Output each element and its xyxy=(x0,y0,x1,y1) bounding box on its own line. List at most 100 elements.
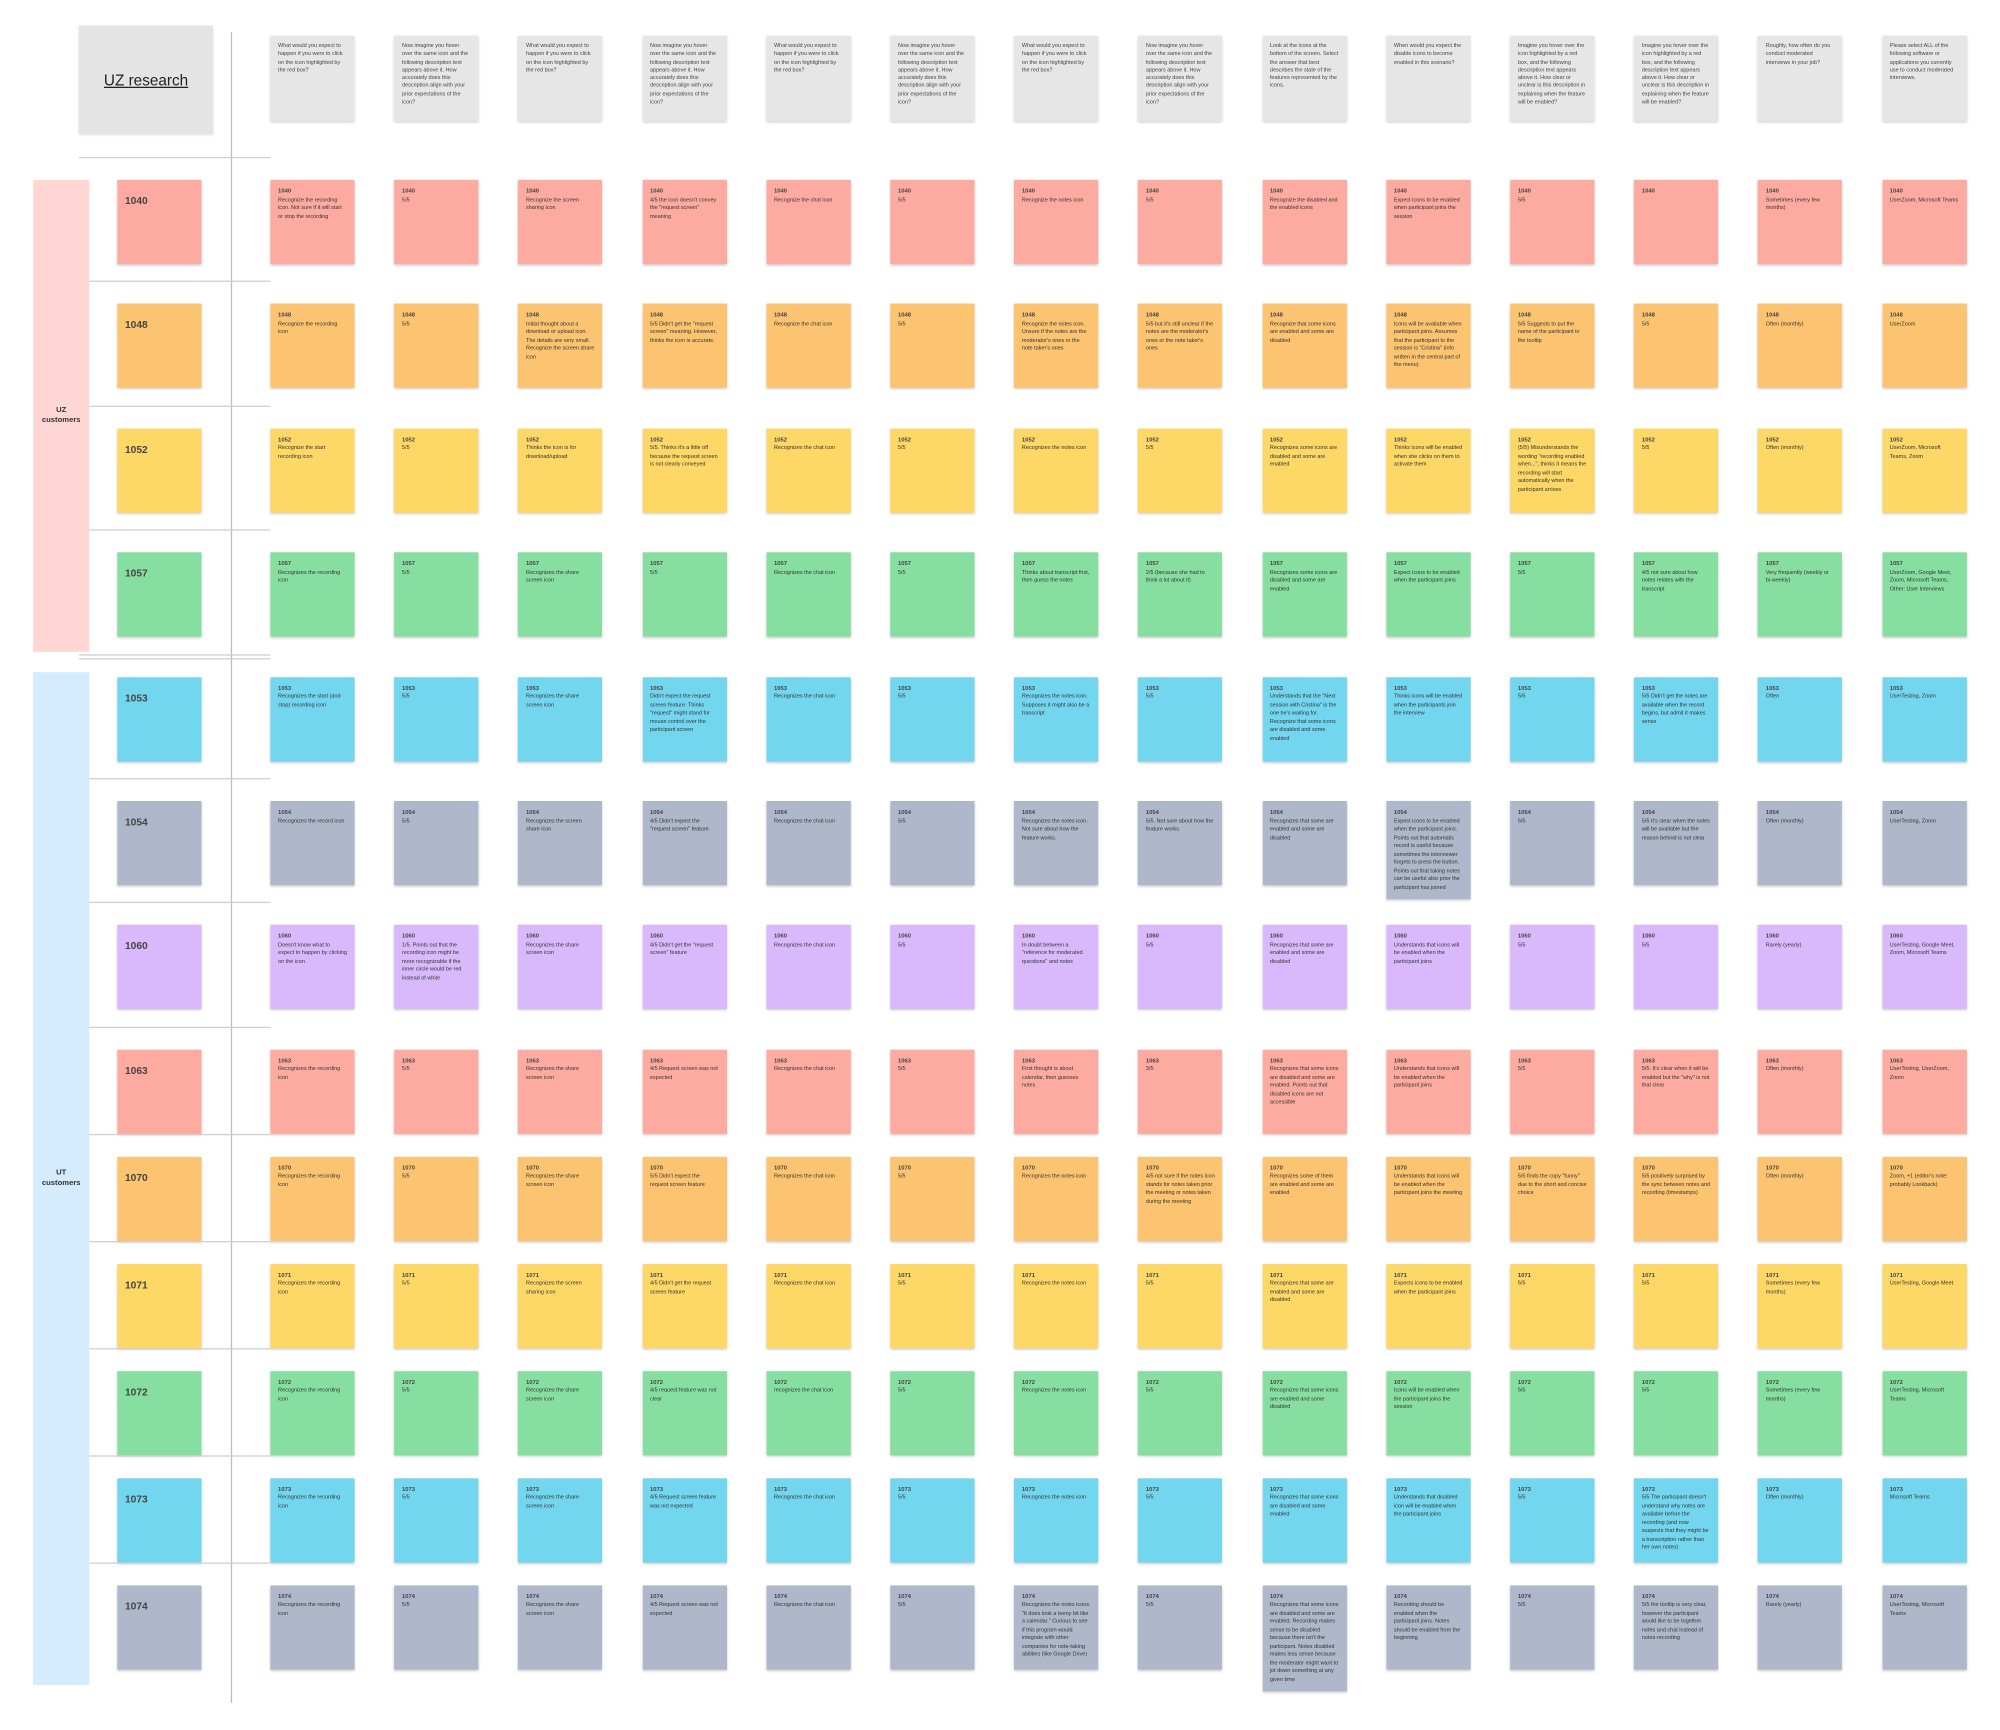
note-id: 1053 xyxy=(1021,684,1035,691)
participant-id: 1063 xyxy=(124,1064,148,1077)
note-text: 5/5 xyxy=(897,1065,906,1072)
note-id: 1063 xyxy=(1269,1057,1283,1064)
note-text: 5/5 xyxy=(1641,1279,1650,1287)
note-text: First thought is about calendar, then gu… xyxy=(1021,1065,1079,1089)
note-text: Recognizes that some are enabled and som… xyxy=(1269,941,1334,965)
note-id: 1072 xyxy=(1021,1378,1035,1385)
note-id: 1057 xyxy=(1889,560,1903,567)
note-id: 1040 xyxy=(1021,187,1035,194)
note-id: 1070 xyxy=(1641,1164,1655,1171)
note-text: 5/5 xyxy=(897,1494,906,1501)
note-id: 1063 xyxy=(1889,1057,1903,1064)
row-separator xyxy=(79,902,271,904)
row-separator xyxy=(79,1562,271,1564)
answer-note: 1048 5/5 Didn't get the "request screen" … xyxy=(642,304,727,389)
question-header: Now imagine you hover over the same icon… xyxy=(890,35,975,122)
note-id: 1057 xyxy=(649,560,664,567)
answer-note: 1070 Recognizes the recording icon xyxy=(270,1156,355,1241)
answer-note: 1072 5/5 xyxy=(890,1370,975,1456)
note-text: Recognizes the chat icon xyxy=(773,941,836,948)
note-text: 5/5 xyxy=(402,1601,410,1608)
note-id: 1070 xyxy=(649,1164,664,1171)
note-id: 1072 xyxy=(402,1378,416,1385)
answer-note: 1074 4/5 Request screen was not expected xyxy=(642,1585,727,1670)
answer-note: 1040 Recognize the recording icon. Not su… xyxy=(270,179,355,265)
answer-note: 1052 (5/5) Misunderstands the wording "re… xyxy=(1510,428,1595,513)
answer-note: 1054 5/5 xyxy=(394,801,479,886)
note-text: UserZoom, Microsoft Teams xyxy=(1889,195,1959,203)
note-id: 1074 xyxy=(402,1592,416,1600)
note-text: (5/5) Misunderstands the wording "record… xyxy=(1517,444,1587,493)
answer-note: 1052 5/5 xyxy=(1634,428,1719,513)
note-text: 5/5 xyxy=(897,568,906,575)
note-id: 1052 xyxy=(1269,435,1283,443)
board-title: UZ research xyxy=(103,70,189,89)
row-separator xyxy=(79,653,271,656)
answer-note: 1053 Thinks icons will be enabled when th… xyxy=(1386,676,1471,761)
question-header: When would you expect the disable icons … xyxy=(1386,35,1471,122)
title-box: UZ research xyxy=(79,25,214,134)
answer-note: 1040 5/5 xyxy=(1510,179,1595,265)
divider xyxy=(230,31,233,1703)
note-text: Recognize the recording icon. Not sure i… xyxy=(278,195,342,219)
note-id: 1048 xyxy=(1393,311,1407,319)
note-text: 5/5 positively surprised by the sync bet… xyxy=(1641,1172,1711,1196)
note-id: 1073 xyxy=(402,1485,416,1493)
note-text: Expect icons to be enabled when the part… xyxy=(1393,816,1461,890)
note-text: 5/5 xyxy=(897,1172,906,1179)
note-id: 1054 xyxy=(402,808,416,816)
note-id: 1070 xyxy=(1889,1164,1903,1171)
note-id: 1060 xyxy=(1765,932,1779,940)
row-separator xyxy=(79,1240,271,1243)
note-text: 5/5 xyxy=(402,568,410,575)
answer-note: 1048 5/5 Suggests to put the name of the … xyxy=(1510,304,1595,389)
answer-note: 1048 5/5 but it's still unclear if the no… xyxy=(1138,304,1223,389)
answer-note: 1071 Recognizes the recording icon xyxy=(270,1263,355,1348)
answer-note: 1073 Recognizes that some icons are disab… xyxy=(1262,1478,1347,1563)
note-text: 5/5 xyxy=(402,816,410,824)
note-id: 1060 xyxy=(1145,932,1159,940)
note-text: Often xyxy=(1765,692,1780,700)
note-text: 5/5 xyxy=(1145,1494,1154,1501)
answer-note: 1074 Recognizes the notes icons. "It does… xyxy=(1014,1585,1099,1670)
note-text: Recognize the recording icon xyxy=(278,320,338,335)
answer-note: 1074 Recognizes the recording icon xyxy=(270,1585,355,1670)
note-text: 5/5 xyxy=(1145,195,1154,203)
note-id: 1071 xyxy=(1517,1271,1531,1278)
note-text: Recognize the notes icon xyxy=(1021,195,1084,203)
note-text: Zoom, +1 (editor's note: probably Lookba… xyxy=(1889,1172,1948,1188)
note-id: 1073 xyxy=(649,1485,664,1493)
answer-note: 1040 Recognize the chat icon xyxy=(766,179,851,265)
note-text: Recognizes the recording icon xyxy=(278,1386,341,1402)
answer-note: 1060 Recognizes the chat icon xyxy=(766,925,851,1010)
row-separator xyxy=(79,1347,271,1350)
answer-note: 1070 Zoom, +1 (editor's note: probably Lo… xyxy=(1882,1156,1967,1241)
note-text: Expects icons to be enabled when the par… xyxy=(1393,1279,1463,1295)
answer-note: 1074 5/5 the tooltip is very clear, howev… xyxy=(1634,1585,1719,1670)
note-id: 1054 xyxy=(1145,808,1159,816)
note-id: 1070 xyxy=(897,1164,912,1171)
note-text: Recognize the disabled and the enabled i… xyxy=(1269,195,1338,211)
answer-note: 1040 Expect icons to be enabled when part… xyxy=(1386,179,1471,265)
note-text: 5/5 xyxy=(1641,941,1650,948)
answer-note: 1074 Recording should be enabled when the… xyxy=(1386,1585,1471,1670)
answer-note: 1072 Recognizes the notes icon xyxy=(1014,1370,1099,1456)
note-id: 1063 xyxy=(773,1057,788,1064)
note-id: 1072 xyxy=(526,1378,540,1385)
note-text: Understands that the "Next session with … xyxy=(1269,692,1337,741)
note-id: 1052 xyxy=(1889,435,1903,443)
note-id: 1074 xyxy=(897,1592,912,1600)
note-text: Initial thought about a download or uplo… xyxy=(526,320,595,360)
answer-note: 1070 5/5 xyxy=(394,1156,479,1241)
note-text: Recognizes the chat icon xyxy=(773,1065,836,1072)
note-text: 5/5 xyxy=(402,195,410,203)
answer-note: 1057 2/5 (because she had to think a lot … xyxy=(1138,552,1223,637)
participant-id: 1074 xyxy=(124,1600,148,1612)
answer-note: 1060 1/5. Points out that the recording i… xyxy=(394,925,479,1010)
note-text: Icons will be enabled when the participa… xyxy=(1393,1386,1460,1410)
note-text: Recognizes the chat icon xyxy=(773,692,836,700)
note-text: 5/5 xyxy=(1641,320,1650,327)
note-text: 5/5 xyxy=(1145,692,1154,700)
note-text: Icons will be available when participant… xyxy=(1393,320,1462,368)
